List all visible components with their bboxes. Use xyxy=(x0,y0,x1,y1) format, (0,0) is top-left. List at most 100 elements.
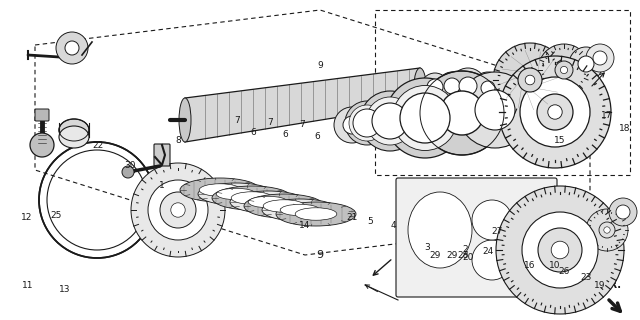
Ellipse shape xyxy=(230,191,306,213)
Circle shape xyxy=(525,75,535,85)
Circle shape xyxy=(427,79,443,95)
Circle shape xyxy=(578,56,594,72)
Text: 5: 5 xyxy=(367,218,373,227)
Circle shape xyxy=(616,205,630,219)
Circle shape xyxy=(30,133,54,157)
Circle shape xyxy=(438,72,466,100)
FancyBboxPatch shape xyxy=(35,109,49,121)
Text: 8: 8 xyxy=(175,135,181,145)
Ellipse shape xyxy=(59,126,89,148)
Ellipse shape xyxy=(180,178,260,202)
Circle shape xyxy=(481,81,495,95)
Text: 9: 9 xyxy=(317,60,323,69)
Text: 13: 13 xyxy=(60,285,71,294)
Text: FR.: FR. xyxy=(603,280,621,290)
Circle shape xyxy=(360,91,420,151)
Ellipse shape xyxy=(280,204,320,216)
Text: 3: 3 xyxy=(424,244,430,252)
Ellipse shape xyxy=(199,184,241,196)
Circle shape xyxy=(609,198,637,226)
Text: 1: 1 xyxy=(159,180,165,189)
Text: 11: 11 xyxy=(22,281,34,290)
Ellipse shape xyxy=(295,208,337,220)
Ellipse shape xyxy=(244,194,324,218)
Circle shape xyxy=(349,105,385,141)
Ellipse shape xyxy=(248,196,288,208)
Circle shape xyxy=(56,32,88,64)
Circle shape xyxy=(122,166,134,178)
Text: 24: 24 xyxy=(483,247,493,257)
Circle shape xyxy=(561,67,568,74)
Text: 23: 23 xyxy=(580,274,592,283)
Ellipse shape xyxy=(212,186,292,210)
Ellipse shape xyxy=(276,202,356,226)
Circle shape xyxy=(345,101,389,145)
Ellipse shape xyxy=(179,98,191,142)
Polygon shape xyxy=(185,68,420,142)
Text: 26: 26 xyxy=(558,268,570,276)
FancyBboxPatch shape xyxy=(154,144,170,166)
Circle shape xyxy=(343,116,361,134)
Circle shape xyxy=(538,44,590,96)
Text: 15: 15 xyxy=(554,135,566,145)
Circle shape xyxy=(459,77,477,95)
Circle shape xyxy=(604,227,610,233)
Circle shape xyxy=(475,90,515,130)
Circle shape xyxy=(457,72,533,148)
Circle shape xyxy=(472,72,504,104)
Ellipse shape xyxy=(59,119,89,141)
Circle shape xyxy=(496,186,624,314)
Text: 2: 2 xyxy=(462,245,468,254)
Circle shape xyxy=(372,103,408,139)
Circle shape xyxy=(537,94,573,130)
Circle shape xyxy=(171,203,185,217)
Circle shape xyxy=(493,43,567,117)
Text: 4: 4 xyxy=(390,221,396,230)
Circle shape xyxy=(400,93,450,143)
Ellipse shape xyxy=(472,200,512,240)
Circle shape xyxy=(421,73,449,101)
Text: 28: 28 xyxy=(458,251,468,260)
Circle shape xyxy=(334,107,370,143)
Ellipse shape xyxy=(408,192,472,268)
Ellipse shape xyxy=(472,240,512,280)
Text: 29: 29 xyxy=(446,251,458,260)
Text: 9: 9 xyxy=(316,250,324,260)
Circle shape xyxy=(420,71,504,155)
Circle shape xyxy=(392,85,458,150)
Text: 20: 20 xyxy=(462,253,474,262)
Text: 10: 10 xyxy=(549,260,561,269)
FancyBboxPatch shape xyxy=(396,178,557,297)
Text: 22: 22 xyxy=(92,140,104,149)
Circle shape xyxy=(385,78,465,158)
Text: 21: 21 xyxy=(346,213,358,222)
Circle shape xyxy=(499,56,611,168)
Ellipse shape xyxy=(263,200,305,212)
Text: 19: 19 xyxy=(595,281,605,290)
Circle shape xyxy=(555,61,573,79)
Circle shape xyxy=(65,41,79,55)
Circle shape xyxy=(160,192,196,228)
Text: 27: 27 xyxy=(492,228,502,236)
Ellipse shape xyxy=(502,215,558,265)
Circle shape xyxy=(366,97,414,145)
Circle shape xyxy=(450,68,486,104)
Text: 7: 7 xyxy=(299,119,305,129)
Text: 6: 6 xyxy=(282,130,288,139)
Circle shape xyxy=(586,44,614,72)
Circle shape xyxy=(548,105,562,119)
Circle shape xyxy=(444,78,460,94)
Circle shape xyxy=(551,241,569,259)
Text: 7: 7 xyxy=(267,117,273,126)
Text: 6: 6 xyxy=(250,127,256,137)
Circle shape xyxy=(538,228,582,272)
Circle shape xyxy=(353,109,381,137)
Circle shape xyxy=(599,222,615,238)
Circle shape xyxy=(569,47,603,81)
Ellipse shape xyxy=(216,188,256,200)
Text: 29: 29 xyxy=(429,251,441,260)
Text: 12: 12 xyxy=(21,213,33,222)
Circle shape xyxy=(586,209,628,251)
Text: 17: 17 xyxy=(601,110,612,119)
Text: 14: 14 xyxy=(300,220,310,229)
